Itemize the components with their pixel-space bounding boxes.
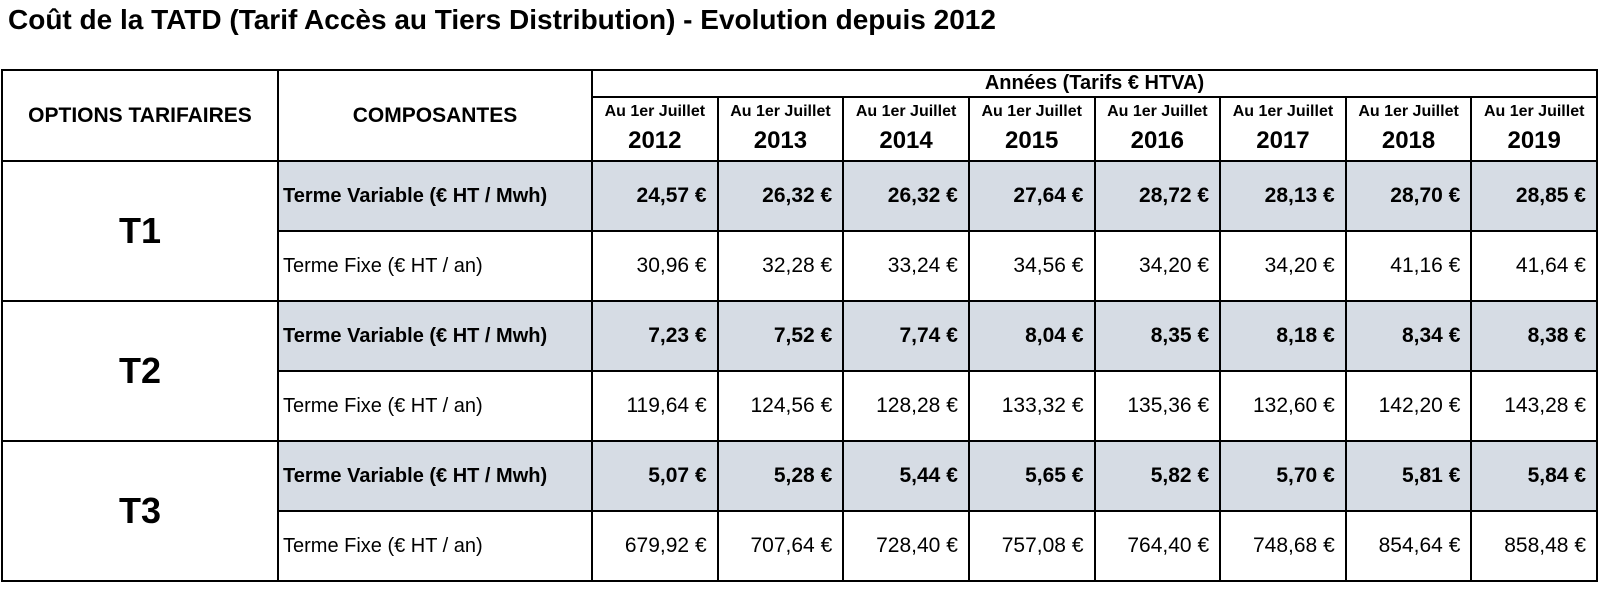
year: 2014 (879, 127, 933, 154)
value-cell: 41,64 € (1470, 230, 1598, 302)
value-cell: 34,56 € (967, 230, 1096, 302)
year-label: Au 1er Juillet (981, 103, 1082, 120)
value-cell: 5,65 € (967, 440, 1096, 512)
value-cell: 28,72 € (1093, 160, 1222, 232)
value-cell: 5,44 € (842, 440, 970, 512)
body-row: T2 Terme Variable (€ HT / Mwh) 7,23 €7,52 … (1, 300, 1598, 442)
header-row: OPTIONS TARIFAIRES COMPOSANTES Années (Tar… (1, 69, 1598, 162)
value-cell: 707,64 € (716, 510, 845, 582)
option: T1 (1, 160, 279, 302)
component: Terme Fixe (€ HT / an) (277, 510, 593, 582)
option: T2 (1, 300, 279, 442)
year: 2016 (1130, 127, 1184, 154)
value-cell: 28,85 € (1470, 160, 1598, 232)
value-cell: 128,28 € (842, 370, 970, 442)
value-cell: 5,84 € (1470, 440, 1598, 512)
year: 2018 (1381, 127, 1436, 154)
year-label: Au 1er Juillet (1358, 103, 1459, 120)
year-header: Au 1er Juillet 2014 (842, 96, 970, 162)
value-cell: 757,08 € (967, 510, 1096, 582)
page-title: Coût de la TATD (Tarif Accès au Tiers Di… (8, 4, 996, 35)
year-header: Au 1er Juillet 2017 (1219, 96, 1347, 162)
body-row: Terme Fixe (€ HT / an) 30,96 €32,28 €33,2… (2, 230, 1598, 302)
year-header: Au 1er Juillet 2012 (591, 96, 719, 162)
value-cell: 5,81 € (1344, 440, 1473, 512)
table-header: OPTIONS TARIFAIRES COMPOSANTES Années (Tar… (1, 69, 1598, 162)
value-cell: 135,36 € (1093, 370, 1222, 442)
year-header: Au 1er Juillet 2013 (716, 96, 845, 162)
year-label: Au 1er Juillet (604, 103, 706, 120)
value-cell: 8,38 € (1470, 300, 1598, 372)
value-cell: 728,40 € (842, 510, 970, 582)
header-row: Au 1er Juillet 2012 Au 1er Juillet 2013 Au 1… (2, 96, 1598, 162)
value-cell: 5,70 € (1219, 440, 1347, 512)
value-cell: 5,82 € (1093, 440, 1222, 512)
years-group-header: Années (Tarifs € HTVA) (591, 69, 1598, 98)
option: T3 (1, 440, 279, 582)
year-header: Au 1er Juillet 2018 (1344, 96, 1473, 162)
value-cell: 124,56 € (716, 370, 845, 442)
value-cell: 27,64 € (967, 160, 1096, 232)
body-row: T1 Terme Variable (€ HT / Mwh) 24,57 €26,3… (1, 160, 1598, 302)
body-row: T3 Terme Variable (€ HT / Mwh) 5,07 €5,28 … (1, 440, 1598, 582)
value-cell: 28,70 € (1344, 160, 1473, 232)
value-cell: 854,64 € (1344, 510, 1473, 582)
value-cell: 26,32 € (716, 160, 845, 232)
year: 2012 (628, 127, 682, 154)
components-header: COMPOSANTES (277, 69, 593, 162)
value-cell: 7,74 € (842, 300, 970, 372)
year-label: Au 1er Juillet (1232, 103, 1334, 120)
value-cell: 748,68 € (1219, 510, 1347, 582)
year-label: Au 1er Juillet (1483, 103, 1585, 120)
year-header: Au 1er Juillet 2019 (1470, 96, 1598, 162)
body-row: Terme Fixe (€ HT / an) 679,92 €707,64 €72… (2, 510, 1598, 582)
value-cell: 33,24 € (842, 230, 970, 302)
year: 2017 (1256, 127, 1310, 154)
value-cell: 5,28 € (716, 440, 845, 512)
value-cell: 8,35 € (1093, 300, 1222, 372)
value-cell: 8,34 € (1344, 300, 1473, 372)
value-cell: 30,96 € (591, 230, 719, 302)
year: 2019 (1507, 127, 1561, 154)
value-cell: 142,20 € (1344, 370, 1473, 442)
value-cell: 119,64 € (591, 370, 719, 442)
year-label: Au 1er Juillet (855, 103, 957, 120)
value-cell: 143,28 € (1470, 370, 1598, 442)
year-header: Au 1er Juillet 2016 (1093, 96, 1222, 162)
tariff-table: OPTIONS TARIFAIRES COMPOSANTES Années (Tar… (1, 69, 1598, 582)
year-header: Au 1er Juillet 2015 (967, 96, 1096, 162)
component: Terme Variable (€ HT / Mwh) (277, 440, 593, 512)
value-cell: 7,52 € (716, 300, 845, 372)
component: Terme Variable (€ HT / Mwh) (277, 160, 593, 232)
year: 2015 (1004, 127, 1059, 154)
year-label: Au 1er Juillet (730, 103, 831, 120)
component: Terme Variable (€ HT / Mwh) (277, 300, 593, 372)
value-cell: 858,48 € (1470, 510, 1598, 582)
value-cell: 28,13 € (1219, 160, 1347, 232)
component: Terme Fixe (€ HT / an) (277, 230, 593, 302)
value-cell: 32,28 € (716, 230, 845, 302)
value-cell: 41,16 € (1344, 230, 1473, 302)
value-cell: 7,23 € (591, 300, 719, 372)
component: Terme Fixe (€ HT / an) (277, 370, 593, 442)
value-cell: 133,32 € (967, 370, 1096, 442)
table-body: T1 Terme Variable (€ HT / Mwh) 24,57 €26,3… (1, 160, 1598, 582)
value-cell: 26,32 € (842, 160, 970, 232)
value-cell: 5,07 € (591, 440, 719, 512)
value-cell: 34,20 € (1219, 230, 1347, 302)
value-cell: 132,60 € (1219, 370, 1347, 442)
options-header: OPTIONS TARIFAIRES (1, 69, 279, 162)
body-row: Terme Fixe (€ HT / an) 119,64 €124,56 €12… (2, 370, 1598, 442)
value-cell: 24,57 € (591, 160, 719, 232)
value-cell: 34,20 € (1093, 230, 1222, 302)
year-label: Au 1er Juillet (1107, 103, 1208, 120)
year: 2013 (753, 127, 808, 154)
value-cell: 679,92 € (591, 510, 719, 582)
value-cell: 764,40 € (1093, 510, 1222, 582)
value-cell: 8,04 € (967, 300, 1096, 372)
value-cell: 8,18 € (1219, 300, 1347, 372)
